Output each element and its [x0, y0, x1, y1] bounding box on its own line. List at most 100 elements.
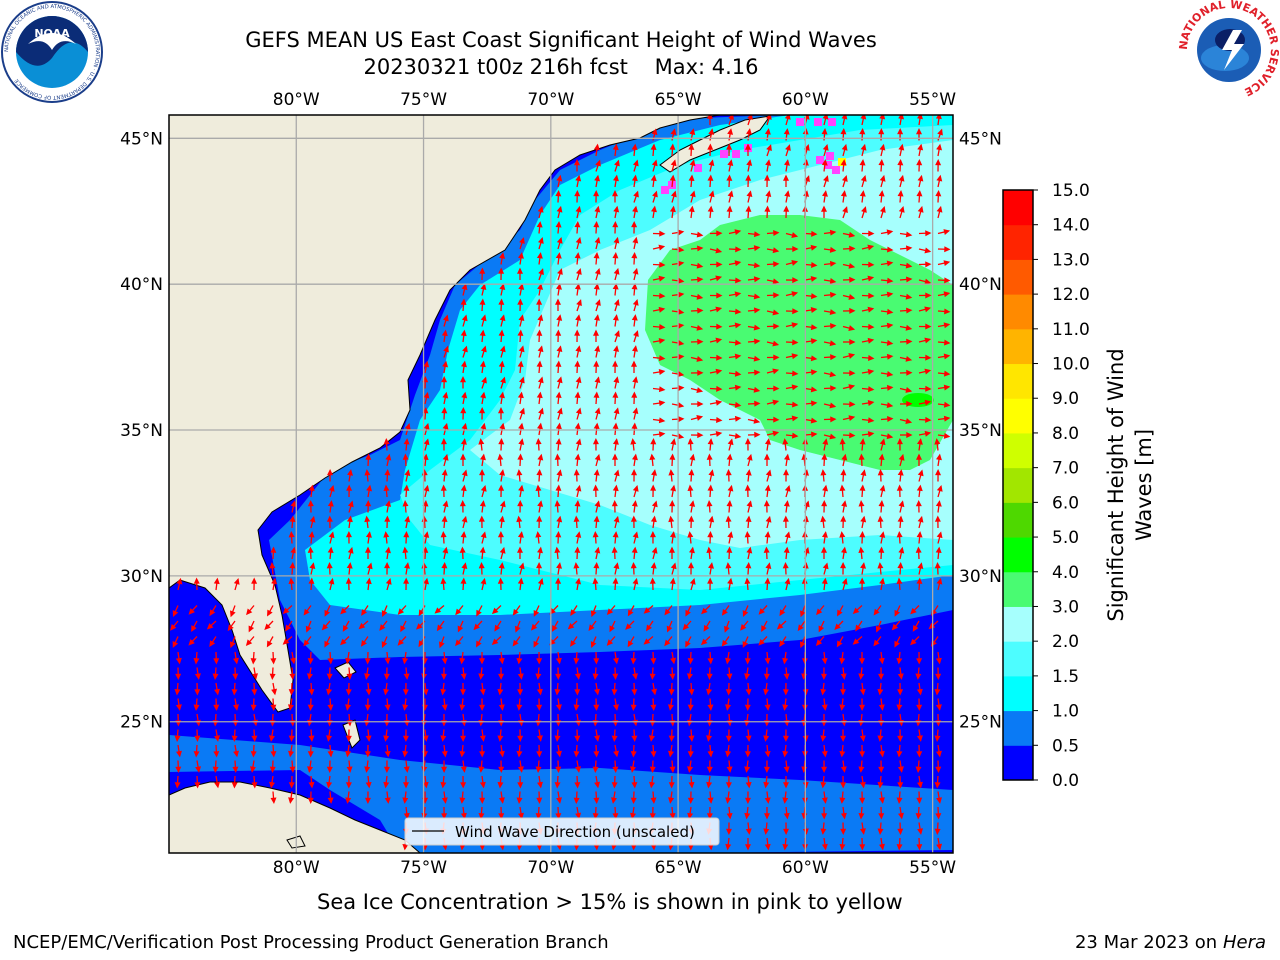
wave-direction-arrowhead — [340, 638, 347, 646]
wave-direction-arrowhead — [897, 828, 904, 835]
wave-direction-arrowhead — [345, 750, 352, 758]
wave-direction-arrowhead — [652, 190, 658, 198]
wave-direction-arrowhead — [233, 750, 240, 758]
wave-direction-arrowhead — [403, 812, 410, 820]
colorbar-segment — [1003, 571, 1033, 607]
wave-direction-arrowhead — [697, 369, 704, 376]
wave-direction-arrowhead — [516, 657, 523, 665]
wave-direction-arrowhead — [478, 813, 485, 820]
wave-direction-arrowhead — [649, 673, 656, 680]
wave-direction-arrowhead — [917, 115, 923, 120]
wave-direction-arrowhead — [726, 812, 733, 820]
wave-direction-arrowhead — [307, 766, 314, 773]
wave-direction-arrowhead — [517, 298, 524, 305]
wave-direction-arrowhead — [924, 337, 932, 344]
wave-direction-arrowhead — [906, 369, 913, 376]
wave-direction-arrowhead — [592, 673, 599, 680]
wave-direction-arrowhead — [194, 689, 201, 696]
wave-direction-arrowhead — [935, 115, 942, 120]
wave-direction-arrowhead — [422, 688, 429, 696]
wave-direction-arrowhead — [347, 546, 354, 554]
wave-direction-arrowhead — [745, 469, 752, 476]
wave-direction-arrowhead — [859, 781, 866, 789]
wave-direction-arrowhead — [646, 624, 652, 632]
wave-direction-arrowhead — [840, 469, 847, 476]
wave-direction-arrowhead — [347, 469, 353, 476]
wave-direction-arrowhead — [791, 353, 799, 360]
wave-direction-arrowhead — [326, 781, 333, 789]
wave-direction-arrowhead — [706, 673, 713, 680]
wave-direction-arrowhead — [270, 751, 277, 758]
wave-direction-arrowhead — [721, 639, 728, 647]
wave-direction-arrowhead — [905, 245, 913, 252]
wave-direction-arrowhead — [245, 639, 253, 647]
wave-direction-arrowhead — [403, 438, 410, 445]
wave-direction-arrowhead — [517, 500, 524, 507]
wave-direction-arrowhead — [650, 704, 657, 711]
wave-direction-arrowhead — [593, 391, 600, 398]
wave-direction-arrowhead — [455, 639, 462, 647]
wave-direction-arrowhead — [609, 625, 615, 633]
colorbar-tick-label: 0.0 — [1052, 771, 1079, 791]
wave-direction-arrowhead — [848, 231, 856, 238]
wave-direction-arrowhead — [905, 231, 913, 238]
wave-direction-arrowhead — [324, 609, 330, 617]
wave-direction-arrowhead — [612, 766, 619, 773]
wave-direction-arrowhead — [758, 608, 765, 615]
wave-direction-arrowhead — [840, 159, 847, 166]
wave-direction-arrowhead — [810, 338, 818, 345]
wave-direction-arrowhead — [706, 546, 713, 554]
wave-direction-arrowhead — [209, 640, 216, 648]
wave-direction-arrowhead — [594, 781, 601, 789]
wave-direction-arrowhead — [649, 735, 655, 742]
wave-direction-arrowhead — [669, 577, 676, 585]
wave-direction-arrowhead — [480, 484, 487, 492]
wave-direction-arrowhead — [346, 673, 353, 680]
wave-direction-arrowhead — [688, 174, 695, 181]
wave-direction-arrowhead — [859, 735, 866, 742]
wave-direction-arrowhead — [536, 329, 543, 336]
wave-direction-arrowhead — [536, 252, 543, 259]
wave-direction-arrowhead — [556, 283, 562, 290]
wave-direction-arrowhead — [944, 308, 951, 315]
wave-direction-arrowhead — [535, 484, 542, 491]
wave-direction-arrowhead — [677, 291, 685, 298]
wave-direction-arrowhead — [442, 360, 449, 368]
wave-direction-arrowhead — [886, 371, 894, 377]
wave-direction-arrowhead — [631, 391, 638, 398]
wave-direction-arrowhead — [924, 278, 932, 285]
wave-direction-arrowhead — [233, 704, 239, 711]
wave-direction-arrowhead — [688, 689, 695, 696]
wave-direction-arrowhead — [726, 766, 733, 773]
lon-tick-top: 75°W — [400, 90, 447, 110]
wave-direction-arrowhead — [792, 277, 799, 284]
wave-direction-arrowhead — [365, 546, 371, 553]
wave-direction-arrowhead — [404, 422, 411, 430]
wave-direction-arrowhead — [650, 484, 657, 491]
wave-direction-arrowhead — [441, 797, 448, 804]
wave-direction-arrowhead — [632, 376, 639, 383]
wave-direction-arrowhead — [868, 323, 875, 330]
wave-direction-arrowhead — [707, 484, 714, 491]
wave-direction-arrowhead — [575, 268, 582, 275]
wave-direction-arrowhead — [537, 453, 544, 461]
wave-direction-arrowhead — [479, 688, 486, 696]
wave-direction-arrowhead — [687, 751, 694, 758]
wave-direction-arrowhead — [744, 658, 751, 665]
wave-direction-arrowhead — [677, 433, 685, 440]
wave-direction-arrowhead — [726, 453, 733, 461]
wave-direction-arrowhead — [744, 531, 751, 538]
noaa-logo: NATIONAL OCEANIC AND ATMOSPHERIC ADMINIS… — [1, 1, 103, 103]
wave-direction-arrowhead — [174, 735, 181, 742]
wave-direction-arrowhead — [791, 260, 799, 266]
wave-direction-arrowhead — [574, 689, 581, 696]
wave-direction-arrowhead — [745, 689, 752, 696]
wave-direction-arrowhead — [288, 531, 295, 538]
wave-direction-arrowhead — [916, 797, 923, 804]
wave-direction-arrowhead — [594, 205, 601, 213]
wave-direction-arrowhead — [460, 782, 467, 789]
wave-direction-arrowhead — [696, 415, 704, 421]
wave-direction-arrowhead — [821, 128, 828, 135]
wave-direction-arrowhead — [753, 293, 761, 300]
colorbar-tick-label: 14.0 — [1052, 216, 1090, 236]
